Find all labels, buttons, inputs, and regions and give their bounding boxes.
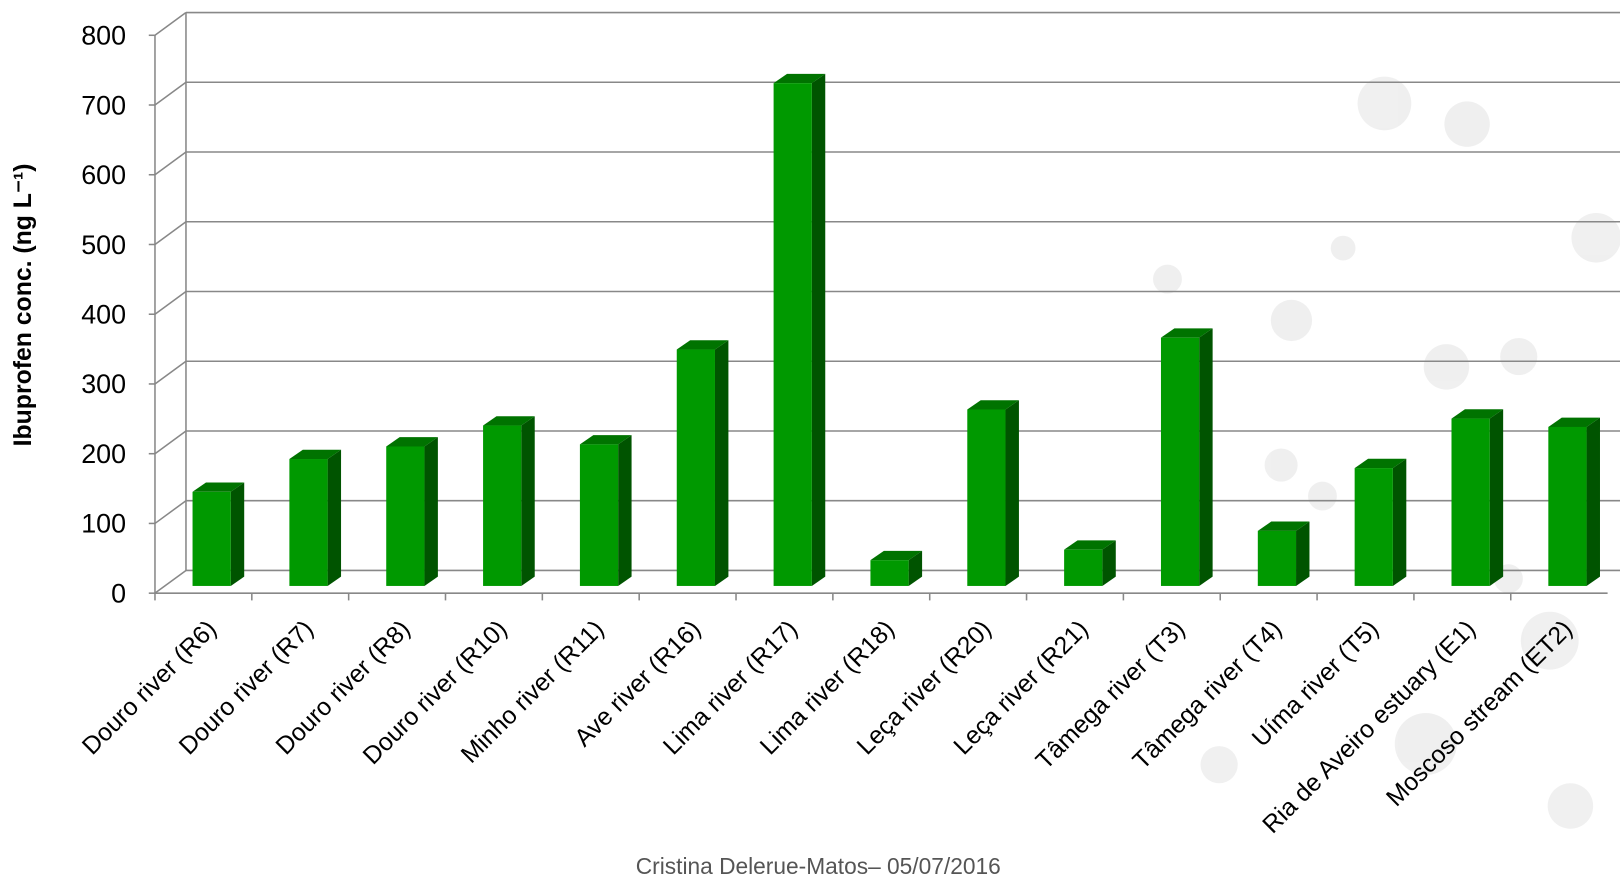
bar-top (773, 73, 826, 84)
bar-top (192, 482, 245, 492)
y-tick-label: 700 (81, 90, 126, 120)
bar (1064, 540, 1116, 586)
bar-top (289, 449, 342, 460)
bar-top (1064, 540, 1116, 550)
bar-front (386, 446, 425, 586)
y-tick-label: 600 (81, 160, 126, 190)
y-tick-label: 300 (81, 369, 126, 399)
bar-top (1257, 521, 1310, 531)
y-tick-label: 800 (81, 21, 126, 51)
bar-top (870, 550, 923, 561)
bar-front (483, 425, 522, 586)
bar (1548, 417, 1600, 586)
bar-front (870, 560, 909, 586)
y-tick-label: 500 (81, 230, 126, 260)
bar-front (676, 349, 715, 586)
bar-side (1586, 417, 1600, 586)
y-tick-label: 100 (81, 509, 126, 539)
bar-side (908, 550, 923, 586)
bar-top (579, 435, 632, 445)
bar-front (1451, 418, 1490, 586)
bar (192, 482, 245, 586)
grid-line (154, 430, 187, 455)
bar-side (1296, 521, 1310, 586)
bar (870, 550, 923, 586)
bar-front (1160, 337, 1200, 586)
bar-side (327, 449, 342, 586)
bar-front (773, 83, 812, 586)
bar-top (483, 416, 535, 426)
bar-front (1064, 549, 1103, 586)
bar-top (1548, 417, 1600, 427)
bar (967, 400, 1019, 586)
grid-line (154, 221, 187, 246)
grid-line (154, 500, 187, 525)
bar (289, 449, 342, 586)
bar-top (386, 437, 438, 447)
bar (1257, 521, 1310, 586)
bar-front (1257, 530, 1297, 586)
bar-top (676, 340, 729, 350)
bar-side (714, 340, 729, 586)
grid-line (154, 151, 187, 176)
background-decoration (1153, 76, 1620, 829)
grid-line (154, 11, 187, 36)
grid-line (154, 360, 187, 385)
bar (579, 435, 632, 586)
bar-top (1160, 328, 1213, 338)
bar-side (230, 482, 245, 586)
bar-front (1548, 426, 1587, 586)
bar-front (192, 491, 231, 586)
bar-front (579, 444, 619, 586)
bar (1354, 458, 1407, 586)
bar-side (1102, 540, 1116, 586)
bar (386, 437, 438, 586)
bar (676, 340, 729, 586)
bar (483, 416, 535, 586)
bar-front (967, 409, 1006, 586)
bar-front (1354, 468, 1393, 586)
bar (1451, 409, 1504, 586)
bar-top (1354, 458, 1407, 469)
bar-side (1005, 400, 1019, 586)
bar-side (1392, 458, 1407, 586)
bar-side (1489, 409, 1504, 586)
bar-side (811, 73, 826, 586)
bar-side (521, 416, 535, 586)
y-axis-title: Ibuprofen conc. (ng L⁻¹) (10, 163, 37, 446)
grid-line (154, 569, 187, 594)
bar-top (1451, 409, 1504, 419)
y-tick-label: 0 (111, 578, 126, 608)
y-tick-label: 200 (81, 439, 126, 469)
y-tick-label: 400 (81, 300, 126, 330)
footer: Cristina Delerue-Matos– 05/07/2016 (636, 853, 1001, 879)
bar-side (1199, 328, 1213, 586)
grid-line (154, 81, 187, 106)
bar (1160, 328, 1213, 586)
bar (773, 73, 826, 586)
grid-line (154, 290, 187, 315)
bar-side (618, 435, 632, 586)
bar-side (424, 437, 438, 586)
bar-top (967, 400, 1019, 410)
x-tick-label: Moscoso stream (ET2) (1382, 616, 1578, 812)
bar-front (289, 459, 328, 586)
